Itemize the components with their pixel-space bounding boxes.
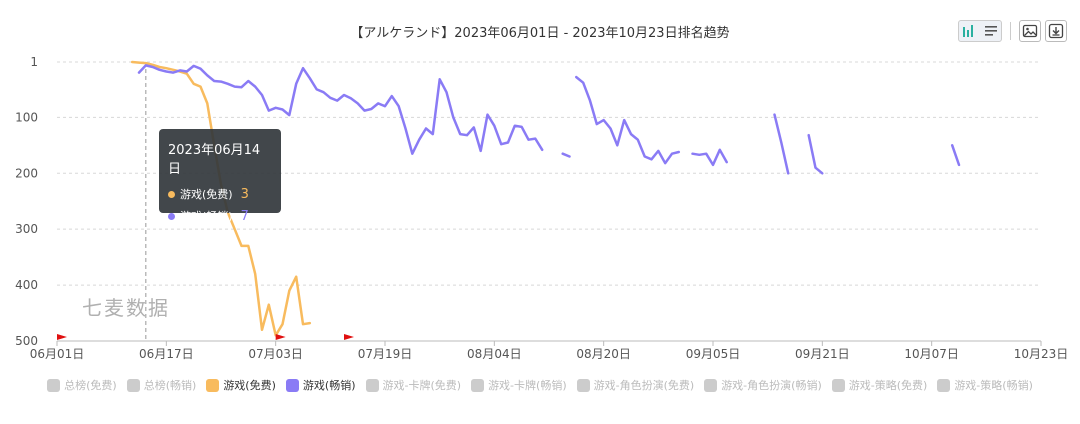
legend-swatch	[937, 378, 951, 392]
legend-swatch	[47, 378, 61, 392]
legend-label: 游戏(免费)	[223, 379, 276, 392]
x-tick-label: 10月07日	[904, 347, 959, 361]
legend-label: 游戏(畅销)	[302, 379, 356, 392]
legend-label: 总榜(畅销)	[143, 379, 197, 392]
chart-legend: 总榜(免费) 总榜(畅销) 游戏(免费) 游戏(畅销) 游戏-卡牌(免费) 游戏…	[0, 377, 1080, 393]
chart-view-toggle[interactable]	[958, 20, 1002, 42]
tooltip-value: 7	[240, 208, 249, 224]
event-flag-icon	[275, 334, 286, 344]
legend-item[interactable]: 总榜(免费)	[47, 377, 117, 393]
legend-swatch	[471, 378, 485, 392]
y-tick-label: 400	[15, 278, 38, 292]
legend-swatch	[126, 378, 140, 392]
watermark: 七麦数据	[82, 296, 170, 320]
tooltip-row: 游戏(畅销) 7	[168, 205, 272, 227]
series-line-grossing	[691, 148, 728, 167]
tooltip-label: 游戏(畅销)	[180, 210, 233, 223]
tooltip-dot-free	[168, 190, 175, 198]
chart-title: 【アルケランド】2023年06月01日 - 2023年10月23日排名趋势	[350, 26, 730, 41]
x-tick-label: 07月03日	[248, 347, 303, 361]
save-image-button[interactable]	[1019, 20, 1041, 42]
y-tick-label: 1	[30, 55, 38, 69]
series-line-grossing	[807, 133, 824, 175]
chart-toolbar	[958, 20, 1071, 42]
legend-label: 游戏-策略(免费)	[848, 379, 928, 392]
tooltip-label: 游戏(免费)	[180, 188, 233, 201]
legend-swatch	[365, 378, 379, 392]
download-button[interactable]	[1045, 20, 1067, 42]
legend-swatch	[704, 378, 718, 392]
legend-item[interactable]: 游戏(免费)	[206, 377, 276, 393]
legend-item[interactable]: 游戏-角色扮演(免费)	[576, 377, 695, 393]
series-line-grossing	[950, 144, 961, 167]
legend-item[interactable]: 游戏-卡牌(免费)	[365, 377, 462, 393]
legend-swatch	[206, 378, 220, 392]
legend-label: 游戏-卡牌(免费)	[382, 379, 462, 392]
x-tick-label: 09月05日	[686, 347, 741, 361]
bar-chart-icon[interactable]	[962, 24, 976, 38]
x-tick-label: 09月21日	[795, 347, 850, 361]
y-tick-label: 500	[15, 334, 38, 348]
x-tick-label: 07月19日	[358, 347, 413, 361]
list-icon[interactable]	[984, 24, 998, 38]
y-tick-label: 300	[15, 222, 38, 236]
x-tick-label: 08月20日	[576, 347, 631, 361]
image-save-icon	[1022, 24, 1038, 38]
legend-label: 游戏-角色扮演(畅销)	[721, 379, 822, 392]
series-line-grossing	[137, 64, 544, 155]
download-icon	[1048, 23, 1064, 39]
event-flag-icon	[344, 334, 354, 344]
tooltip-date: 2023年06月14日	[168, 143, 261, 177]
legend-label: 游戏-卡牌(畅销)	[488, 379, 567, 392]
tooltip-row: 游戏(免费) 3	[168, 183, 272, 205]
event-flag-icon	[57, 334, 67, 344]
legend-item[interactable]: 游戏-策略(免费)	[831, 377, 928, 393]
legend-item[interactable]: 游戏-策略(畅销)	[937, 377, 1033, 393]
legend-item[interactable]: 游戏-卡牌(畅销)	[471, 377, 567, 393]
legend-label: 游戏-角色扮演(免费)	[593, 379, 695, 392]
legend-swatch	[831, 378, 845, 392]
tooltip-value: 3	[240, 186, 249, 202]
tooltip-dot-grossing	[168, 212, 175, 220]
series-line-grossing	[561, 152, 571, 158]
x-tick-label: 10月23日	[1014, 347, 1069, 361]
legend-item[interactable]: 总榜(畅销)	[126, 377, 197, 393]
series-line-grossing	[575, 75, 681, 165]
legend-swatch	[285, 378, 299, 392]
series-line-grossing	[773, 113, 790, 175]
toolbar-divider	[1010, 22, 1011, 40]
chart-tooltip: 2023年06月14日 游戏(免费) 3 游戏(畅销) 7	[159, 129, 281, 224]
x-tick-label: 06月17日	[139, 347, 194, 361]
legend-label: 游戏-策略(畅销)	[954, 379, 1033, 392]
x-tick-label: 06月01日	[30, 347, 85, 361]
legend-item[interactable]: 游戏-角色扮演(畅销)	[704, 377, 822, 393]
y-tick-label: 200	[15, 166, 38, 180]
y-tick-label: 100	[15, 110, 38, 124]
x-tick-label: 08月04日	[467, 347, 522, 361]
legend-item[interactable]: 游戏(畅销)	[285, 377, 356, 393]
legend-label: 总榜(免费)	[64, 379, 117, 392]
legend-swatch	[576, 378, 590, 392]
